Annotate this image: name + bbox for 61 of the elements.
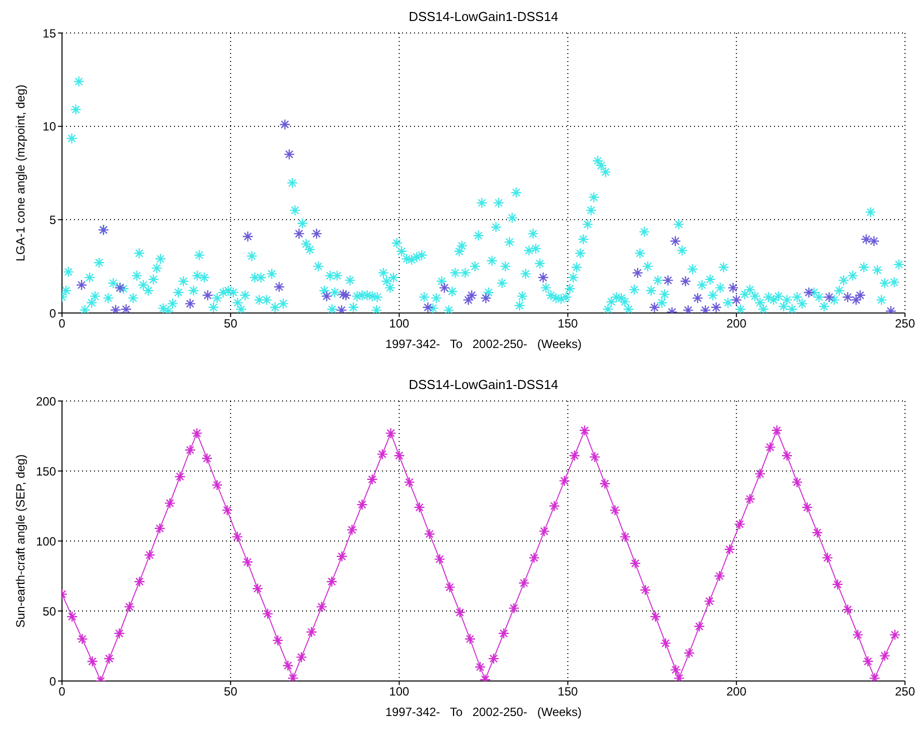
x-axis-title: 1997-342- To 2002-250- (Weeks) <box>384 705 583 719</box>
chart-title: DSS14-LowGain1-DSS14 <box>408 9 560 24</box>
x-tick-label: 50 <box>224 316 238 331</box>
point <box>850 294 862 306</box>
point <box>860 234 872 245</box>
x-axis-title: 1997-342- To 2002-250- (Weeks) <box>384 337 583 351</box>
point <box>120 304 132 313</box>
x-tick-label: 250 <box>894 684 916 699</box>
point <box>662 274 674 286</box>
point <box>284 148 295 160</box>
point <box>274 281 285 292</box>
x-tick-label: 150 <box>558 684 578 699</box>
y-axis-title: Sun-earth-craft angle (SEP, deg) <box>13 454 28 628</box>
point <box>340 290 352 301</box>
x-tick-label: 0 <box>58 684 66 699</box>
point <box>670 236 681 247</box>
x-tick-label: 100 <box>389 316 410 331</box>
y-axis-title: LGA-1 cone angle (mzpoint, deg) <box>13 84 28 262</box>
point <box>321 290 332 302</box>
point <box>842 292 854 303</box>
y-tick-label: 15 <box>42 26 56 40</box>
x-tick-label: 250 <box>894 316 916 331</box>
point <box>680 276 692 287</box>
x-tick-label: 200 <box>726 316 747 331</box>
point <box>632 267 644 278</box>
point <box>462 294 474 306</box>
point <box>422 302 434 313</box>
x-tick-label: 100 <box>389 684 410 699</box>
x-tick-label: 50 <box>224 684 238 699</box>
point <box>824 292 835 303</box>
point <box>480 292 492 304</box>
y-tick-label: 5 <box>49 212 56 227</box>
x-tick-label: 0 <box>58 316 66 331</box>
x-tick-label: 150 <box>558 316 578 331</box>
point <box>310 228 322 240</box>
point <box>868 236 880 247</box>
point <box>438 282 450 294</box>
point <box>730 294 742 306</box>
y-tick-label: 10 <box>42 120 56 134</box>
point <box>648 302 660 313</box>
chart-title: DSS14-LowGain1-DSS14 <box>408 377 560 392</box>
point <box>854 290 866 301</box>
point <box>727 282 739 294</box>
y-tick-label: 0 <box>49 674 56 688</box>
point <box>466 290 478 301</box>
point <box>692 292 704 304</box>
point <box>803 286 814 298</box>
point <box>293 228 305 240</box>
y-tick-label: 100 <box>36 534 56 548</box>
point <box>184 298 196 310</box>
point <box>279 118 290 130</box>
point <box>202 290 214 301</box>
point <box>76 279 88 291</box>
y-tick-label: 50 <box>42 604 56 618</box>
y-tick-label: 0 <box>49 306 56 320</box>
y-tick-label: 200 <box>36 394 56 408</box>
x-tick-label: 200 <box>726 684 747 699</box>
y-tick-label: 150 <box>36 464 56 478</box>
point <box>338 288 349 300</box>
point <box>242 230 254 242</box>
point <box>538 272 549 284</box>
